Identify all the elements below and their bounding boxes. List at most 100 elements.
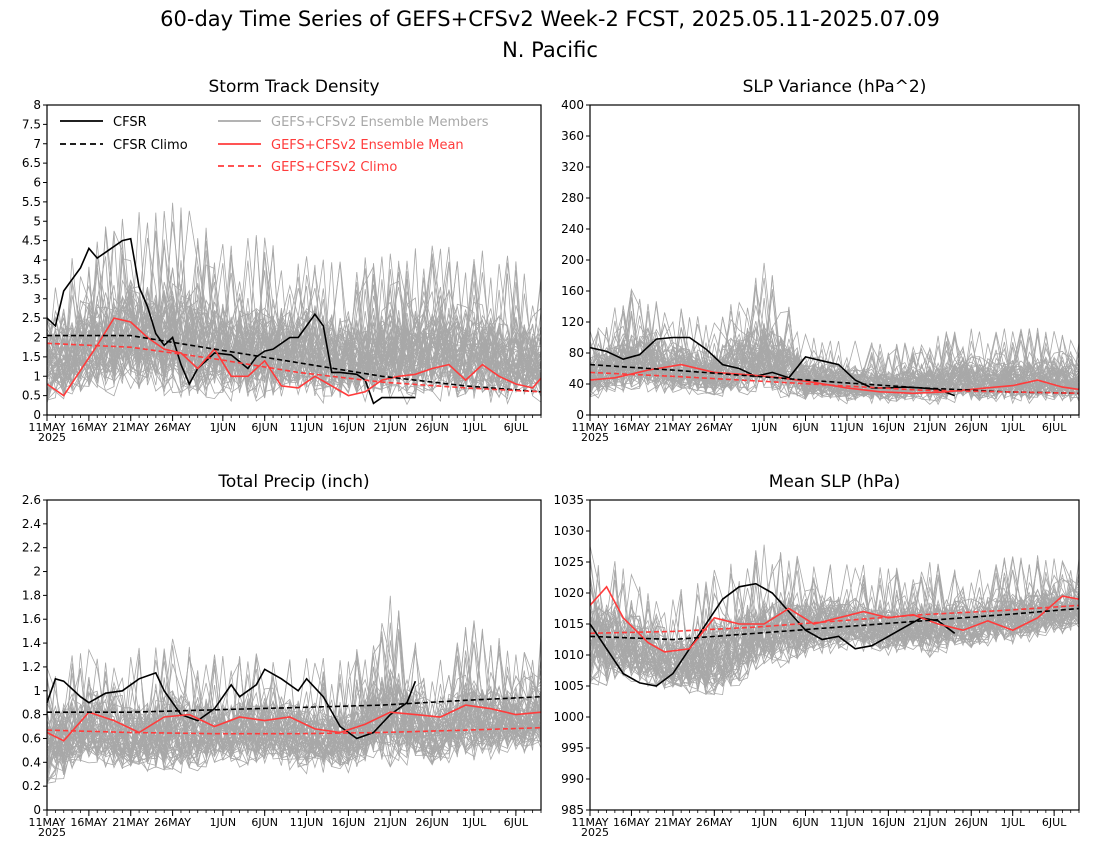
x-tick-label: 26MAY xyxy=(154,816,191,829)
gefs-cfsv2-ensemble-mean-line xyxy=(589,363,1080,395)
cfsr-climo-line xyxy=(47,334,542,393)
y-tick-label: 40 xyxy=(569,377,584,391)
ensemble-member-line xyxy=(589,342,1080,401)
x-tick-label: 26JUN xyxy=(415,816,449,829)
x-year-label: 2025 xyxy=(38,431,66,444)
y-tick-label: 6.5 xyxy=(22,156,41,170)
gefs-cfsv2-climo-line xyxy=(46,726,542,735)
x-tick-label: 21JUN xyxy=(913,816,947,829)
cfsr-line xyxy=(589,582,956,687)
x-tick-label: 21MAY xyxy=(112,816,149,829)
ensemble-member-line xyxy=(46,622,542,767)
y-tick-label: 200 xyxy=(561,253,584,267)
chart-panel-2: SLP Variance (hPa^2) 0 40 80 120 160 200 240 280… xyxy=(561,77,1080,444)
x-tick-label: 21MAY xyxy=(112,421,149,434)
ensemble-member-line xyxy=(46,266,542,399)
y-tick-label: 1005 xyxy=(553,679,584,693)
y-tick-label: 1030 xyxy=(553,524,584,538)
y-tick-label: 0.2 xyxy=(22,779,41,793)
ensemble-members-group xyxy=(589,544,1080,696)
figure-subtitle: N. Pacific xyxy=(502,38,598,62)
x-tick-label: 26MAY xyxy=(154,421,191,434)
ensemble-member-line xyxy=(46,631,542,773)
y-tick-label: 5 xyxy=(33,214,41,228)
cfsr-line xyxy=(46,237,416,405)
x-tick-label: 6JUN xyxy=(792,421,819,434)
y-tick-label: 0 xyxy=(576,408,584,422)
gefs-cfsv2-climo-line xyxy=(589,604,1080,635)
y-tick-label: 160 xyxy=(561,284,584,298)
ensemble-member-line xyxy=(46,685,542,761)
x-tick-label: 6JUN xyxy=(792,816,819,829)
y-tick-label: 3.5 xyxy=(22,272,41,286)
legend-label: GEFS+CFSv2 Ensemble Members xyxy=(271,115,489,130)
y-tick-label: 1010 xyxy=(553,648,584,662)
x-tick-label: 1JUL xyxy=(462,816,487,829)
x-tick-label: 1JUN xyxy=(751,816,778,829)
legend-label: CFSR Climo xyxy=(113,138,188,153)
ensemble-members-group xyxy=(46,595,542,784)
panel-title: Mean SLP (hPa) xyxy=(769,472,901,492)
ensemble-member-line xyxy=(589,277,1080,405)
y-tick-label: 7.5 xyxy=(22,117,41,131)
ensemble-member-line xyxy=(589,559,1080,672)
x-tick-label: 11JUN xyxy=(830,421,864,434)
y-tick-label: 3 xyxy=(33,292,41,306)
y-tick-label: 1020 xyxy=(553,586,584,600)
x-tick-label: 11MAY xyxy=(572,816,609,829)
y-tick-label: 6 xyxy=(33,176,41,190)
y-tick-label: 5.5 xyxy=(22,195,41,209)
x-tick-label: 21MAY xyxy=(654,816,691,829)
cfsr-climo-line xyxy=(589,363,1080,395)
x-tick-label: 6JUL xyxy=(504,421,529,434)
x-tick-label: 11JUN xyxy=(830,816,864,829)
x-tick-label: 16JUN xyxy=(872,421,906,434)
y-tick-label: 1.4 xyxy=(22,636,41,650)
legend-label: GEFS+CFSv2 Climo xyxy=(271,160,397,175)
gefs-cfsv2-climo-line xyxy=(46,342,542,393)
x-tick-label: 16JUN xyxy=(332,421,366,434)
x-tick-label: 1JUN xyxy=(751,421,778,434)
ensemble-member-line xyxy=(46,219,542,397)
ensemble-member-line xyxy=(46,264,542,394)
x-tick-label: 16MAY xyxy=(70,816,107,829)
y-tick-label: 2.2 xyxy=(22,541,41,555)
y-tick-label: 120 xyxy=(561,315,584,329)
y-tick-label: 1015 xyxy=(553,617,584,631)
y-tick-label: 7 xyxy=(33,137,41,151)
x-tick-label: 11MAY xyxy=(29,816,66,829)
x-tick-label: 1JUL xyxy=(1000,421,1025,434)
y-tick-label: 400 xyxy=(561,98,584,112)
x-tick-label: 6JUL xyxy=(1042,816,1067,829)
panel-title: Storm Track Density xyxy=(208,77,379,97)
ensemble-member-line xyxy=(589,598,1080,688)
y-tick-label: 0.4 xyxy=(22,755,41,769)
cfsr-line xyxy=(589,336,955,397)
x-tick-label: 26JUN xyxy=(415,421,449,434)
x-tick-label: 6JUN xyxy=(251,421,278,434)
y-tick-label: 1 xyxy=(33,684,41,698)
y-tick-label: 1.6 xyxy=(22,612,41,626)
y-tick-label: 2.4 xyxy=(22,517,41,531)
y-tick-label: 2.5 xyxy=(22,311,41,325)
x-tick-label: 16JUN xyxy=(872,816,906,829)
x-tick-label: 1JUL xyxy=(462,421,487,434)
y-tick-label: 0 xyxy=(33,803,41,817)
y-tick-label: 2.6 xyxy=(22,493,41,507)
ensemble-member-line xyxy=(46,655,542,771)
y-tick-label: 0.5 xyxy=(22,389,41,403)
legend: CFSR CFSR Climo GEFS+CFSv2 Ensemble Member… xyxy=(60,115,489,175)
y-tick-label: 0 xyxy=(33,408,41,422)
legend-label: CFSR xyxy=(113,115,147,130)
y-tick-label: 1000 xyxy=(553,710,584,724)
x-tick-label: 1JUN xyxy=(210,421,237,434)
y-tick-label: 990 xyxy=(561,772,584,786)
y-tick-label: 4 xyxy=(33,253,41,267)
y-tick-label: 1035 xyxy=(553,493,584,507)
ensemble-members-group xyxy=(46,202,542,406)
y-tick-label: 1.2 xyxy=(22,660,41,674)
ensemble-member-line xyxy=(589,340,1080,405)
x-tick-label: 21MAY xyxy=(654,421,691,434)
figure-title: 60-day Time Series of GEFS+CFSv2 Week-2 … xyxy=(160,7,940,31)
